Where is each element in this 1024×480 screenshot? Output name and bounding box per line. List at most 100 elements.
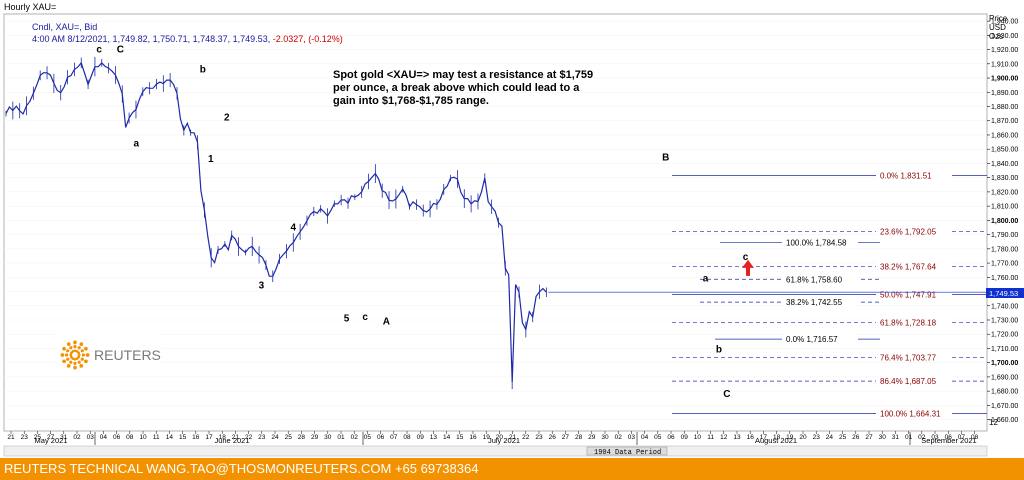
logo-dot <box>73 349 77 353</box>
x-tick-label: 28 <box>575 434 583 441</box>
x-tick-label: 29 <box>588 434 596 441</box>
month-label: June 2021 <box>214 436 249 445</box>
window-title: Hourly XAU= <box>4 2 56 12</box>
fib-label-background <box>876 408 952 418</box>
logo-dot <box>77 351 80 355</box>
x-tick-label: 25 <box>34 434 42 441</box>
y-tick-label: 1,930.00 <box>991 33 1018 40</box>
x-tick-label: 16 <box>469 434 477 441</box>
x-tick-label: 20 <box>799 434 807 441</box>
y-tick-label: 1,840.00 <box>991 161 1018 168</box>
y-tick-label: 1,700.00 <box>991 360 1018 367</box>
x-tick-label: 18 <box>219 434 227 441</box>
logo-dot <box>69 353 73 357</box>
annotation-line-1: Spot gold <XAU=> may test a resistance a… <box>333 69 593 81</box>
month-label: September 2021 <box>921 436 976 445</box>
x-tick-label: 12 <box>720 434 728 441</box>
x-tick-label: 31 <box>60 434 68 441</box>
fib-label: 61.8% 1,728.18 <box>880 319 937 328</box>
logo-dot <box>66 364 71 368</box>
x-tick-label: 23 <box>258 434 266 441</box>
x-tick-label: 17 <box>205 434 213 441</box>
legend-line-1: Cndl, XAU=, Bid <box>32 22 97 32</box>
logo-dot <box>60 353 65 357</box>
logo-dot <box>62 346 66 351</box>
scrollbar-track[interactable] <box>3 445 988 457</box>
x-tick-label: 24 <box>826 434 834 441</box>
logo-dot <box>69 360 73 364</box>
axis-scale-box: 12 <box>989 418 998 427</box>
y-tick-label: 1,710.00 <box>991 346 1018 353</box>
x-tick-label: 21 <box>232 434 240 441</box>
x-tick-label: 15 <box>456 434 464 441</box>
x-tick-label: 02 <box>73 434 81 441</box>
fib-inner-label: 100.0% 1,784.58 <box>786 238 847 247</box>
x-tick-label: 02 <box>615 434 623 441</box>
fib-inner-label-background <box>782 237 858 247</box>
scrollbar-thumb[interactable] <box>586 446 668 456</box>
logo-dot <box>73 361 77 365</box>
y-tick-label: 1,830.00 <box>991 175 1018 182</box>
x-tick-label: 06 <box>945 434 953 441</box>
y-tick-label: 1,660.00 <box>991 417 1018 424</box>
y-tick-label: 1,860.00 <box>991 132 1018 139</box>
last-price-label: 1,749.53 <box>989 289 1018 298</box>
fib-inner-label: 61.8% 1,758.60 <box>786 275 843 284</box>
x-tick-label: 14 <box>166 434 174 441</box>
x-tick-label: 04 <box>641 434 649 441</box>
logo-dot <box>73 365 77 370</box>
x-tick-label: 06 <box>377 434 385 441</box>
x-tick-label: 03 <box>931 434 939 441</box>
wave-label: 4 <box>290 222 296 233</box>
month-label: August 2021 <box>755 436 797 445</box>
y-tick-label: 1,920.00 <box>991 47 1018 54</box>
x-tick-label: 16 <box>747 434 755 441</box>
annotation-line-3: gain into $1,768-$1,785 range. <box>333 95 489 107</box>
logo-dot <box>81 353 85 357</box>
y-tick-label: 1,760.00 <box>991 275 1018 282</box>
fib-label-background <box>876 289 952 299</box>
x-tick-label: 11 <box>707 434 714 441</box>
y-tick-label: 1,940.00 <box>991 19 1018 26</box>
x-tick-label: 20 <box>496 434 504 441</box>
reuters-logo: REUTERS <box>58 334 162 374</box>
fib-inner-label-background <box>782 297 858 307</box>
logo-dot <box>84 359 88 364</box>
x-tick-label: 06 <box>667 434 675 441</box>
logo-dot <box>70 355 73 359</box>
y-tick-label: 1,780.00 <box>991 246 1018 253</box>
x-tick-label: 23 <box>535 434 543 441</box>
wave-label: C <box>117 44 124 55</box>
fib-label: 23.6% 1,792.05 <box>880 228 937 237</box>
resistance-arrow-icon <box>742 259 754 276</box>
y-tick-label: 1,900.00 <box>991 76 1018 83</box>
wave-label: 5 <box>344 313 350 324</box>
x-tick-label: 05 <box>654 434 662 441</box>
logo-dot <box>84 346 88 351</box>
x-tick-label: 22 <box>245 434 253 441</box>
x-tick-label: 24 <box>271 434 279 441</box>
x-tick-label: 01 <box>905 434 913 441</box>
x-tick-label: 27 <box>562 434 570 441</box>
x-tick-label: 30 <box>601 434 609 441</box>
y-tick-label: 1,730.00 <box>991 317 1018 324</box>
x-tick-label: 08 <box>126 434 134 441</box>
fib-label: 100.0% 1,664.31 <box>880 409 941 418</box>
y-tick-label: 1,770.00 <box>991 261 1018 268</box>
y-tick-label: 1,880.00 <box>991 104 1018 111</box>
fib-inner-label-background <box>782 334 858 344</box>
fib-inner-label: 38.2% 1,742.55 <box>786 298 843 307</box>
x-tick-label: 18 <box>773 434 781 441</box>
logo-dot <box>85 353 90 357</box>
logo-dot <box>69 346 73 350</box>
x-tick-label: 23 <box>813 434 821 441</box>
wave-label: 3 <box>259 281 265 292</box>
x-tick-label: 07 <box>390 434 398 441</box>
legend-ohlc: 4:00 AM 8/12/2021, 1,749.82, 1,750.71, 1… <box>32 34 270 44</box>
wave-label: a <box>134 138 140 149</box>
logo-dot <box>75 357 79 360</box>
logo-dot <box>73 357 77 361</box>
x-tick-label: 27 <box>47 434 55 441</box>
last-price-tag <box>986 288 1024 298</box>
